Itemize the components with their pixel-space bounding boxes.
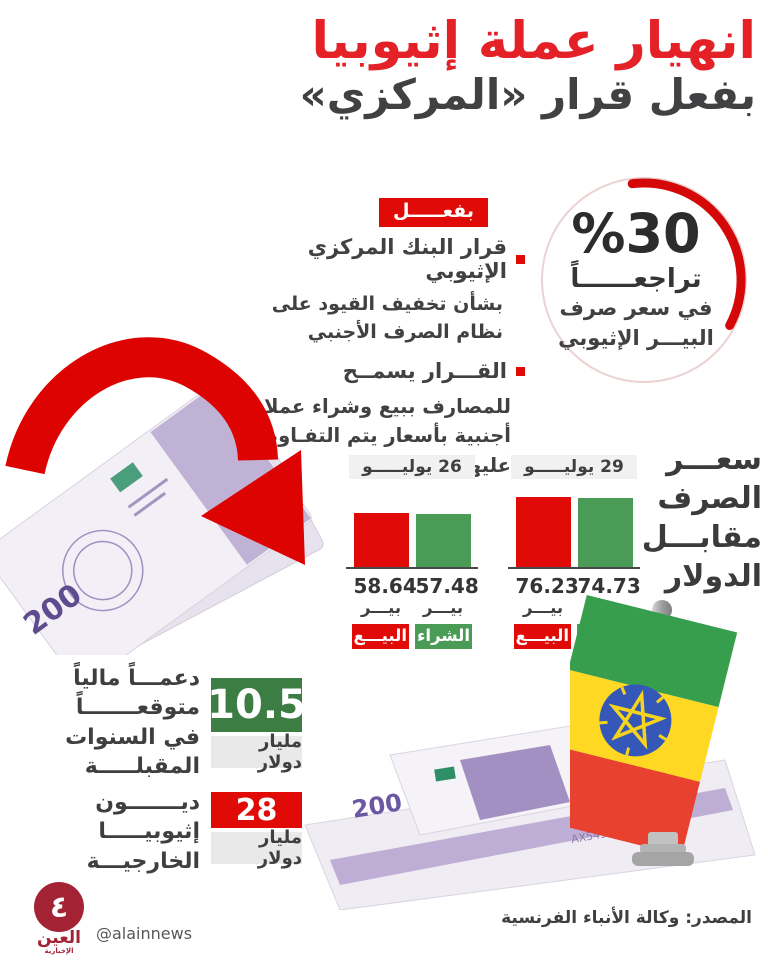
- alain-logo: ٤: [34, 882, 84, 932]
- red-down-arrow-shaft: [5, 337, 278, 475]
- flag-emblem: [599, 684, 672, 757]
- rate-label: الشراء: [415, 624, 472, 649]
- alain-logo-name: العين الإخبارية: [26, 930, 92, 955]
- social-handle: @alainnews: [96, 924, 193, 943]
- chart-title-line: مقابـــل: [641, 520, 762, 555]
- stat-line: إثيوبيـــــا: [98, 819, 200, 845]
- red-down-arrow-head: [201, 450, 305, 565]
- flag-star: [608, 689, 667, 750]
- chart-title-line: سعـــر: [666, 442, 762, 477]
- date-pill: 29 يوليـــــو: [511, 455, 637, 479]
- bars-row: [508, 479, 640, 569]
- stat-line: في السنوات: [65, 724, 200, 750]
- decline-line-1: في سعر صرف: [559, 296, 713, 321]
- flag-base-bottom: [632, 852, 694, 866]
- banknote-hologram: [434, 766, 456, 782]
- rate-value: 57.48: [415, 574, 479, 598]
- rate-label: البيـــع: [352, 624, 409, 649]
- stat-line: دعمـــاً مالياً: [73, 666, 200, 691]
- flag-base-top: [648, 832, 678, 846]
- rate-bar: [353, 513, 409, 567]
- rate-unit: بيـــر: [522, 598, 564, 617]
- support-stat-value: 10.5: [207, 678, 306, 732]
- rate-value: 76.23: [515, 574, 579, 598]
- flag-cloth: [570, 594, 738, 856]
- rate-value: 58.64: [353, 574, 417, 598]
- units-row: بيـــر بيـــر: [346, 598, 478, 617]
- ethiopia-flag-graphic: [570, 594, 738, 866]
- rate-bar: [415, 514, 471, 567]
- decline-stat-circle: %30 تراجعــــــاً في سعر صرف البيـــر ال…: [541, 177, 747, 383]
- debt-stat-value: 28: [211, 792, 302, 828]
- rate-group-26-july: 26 يوليـــــو 58.64 57.48 بيـــر بيـــر ال…: [346, 455, 479, 649]
- reason-bullet-1-title: قرار البنك المركزي الإثيوبي: [307, 235, 507, 283]
- decline-arc: [627, 178, 746, 330]
- rate-value: 74.73: [577, 574, 641, 598]
- stat-line: ديـــــــون: [95, 790, 200, 815]
- flag-star-rays: [599, 686, 667, 756]
- decline-line-2: البيـــر الإثيوبي: [558, 325, 714, 350]
- support-stat-text: دعمـــاً مالياً متوقعـــــــاً في السنوا…: [10, 664, 200, 781]
- stat-line: الخارجيـــة: [86, 848, 200, 874]
- values-row: 58.64 57.48: [346, 569, 479, 598]
- rate-bar: [515, 496, 571, 567]
- alain-logo-subtext: الإخبارية: [44, 947, 74, 955]
- rate-label: البيـــع: [514, 624, 571, 649]
- decline-percent: %30: [571, 202, 701, 266]
- banknote-front: 200: [0, 384, 312, 655]
- decline-word: تراجعــــــاً: [570, 264, 702, 295]
- debt-stat-text: ديـــــــون إثيوبيـــــا الخارجيـــة: [10, 788, 200, 876]
- reason-line: أجنبية بأسعار يتم التفـاوض: [251, 424, 511, 448]
- support-stat-unit: مليار دولار: [211, 731, 302, 773]
- title-line-1: انهيار عملة إثيوبيا: [311, 12, 756, 71]
- rate-unit: بيـــر: [422, 598, 464, 617]
- stat-line: متوقعـــــــاً: [75, 695, 200, 721]
- rate-unit: بيـــر: [360, 598, 402, 617]
- source-credit: المصدر: وكالة الأنباء الفرنسية: [501, 908, 752, 928]
- title-line-2: بفعل قرار «المركزي»: [299, 70, 756, 120]
- alain-logo-glyph: ٤: [49, 889, 69, 925]
- values-row: 76.23 74.73: [508, 569, 641, 598]
- bullet-square-icon: [516, 366, 525, 376]
- reason-line: للمصارف ببيع وشراء عملات: [244, 395, 511, 419]
- circle-outline: [541, 177, 747, 383]
- reason-bullet-1: قرار البنك المركزي الإثيوبي: [225, 235, 525, 283]
- reason-bullet-2: القـــرار يسمــح: [225, 359, 525, 383]
- reason-bullet-1-text: بشأن تخفيف القيود على نظام الصرف الأجنبي: [271, 293, 503, 343]
- bullet-square-icon: [516, 254, 525, 264]
- decline-stat-text: %30 تراجعــــــاً في سعر صرف البيـــر ال…: [533, 177, 739, 383]
- date-pill: 26 يوليـــــو: [349, 455, 475, 479]
- reason-bullet-2-title: القـــرار يسمــح: [342, 359, 507, 384]
- falling-banknote-arrow-graphic: 200: [0, 337, 324, 655]
- debt-stat-unit: مليار دولار: [211, 827, 302, 869]
- stat-line: المقبلـــــة: [84, 753, 200, 779]
- rate-bar: [577, 498, 633, 567]
- alain-logo-text: العين: [36, 928, 82, 948]
- chart-title-line: الصرف: [657, 481, 762, 516]
- banknote-patch: [460, 745, 570, 820]
- bars-row: [346, 479, 478, 569]
- chart-title: سعـــر الصرف مقابـــل الدولار: [642, 440, 762, 596]
- reason-tag: بفعـــــل: [379, 198, 488, 227]
- flag-base-mid: [640, 844, 686, 854]
- chart-title-line: الدولار: [664, 559, 762, 594]
- page-title: انهيار عملة إثيوبيا بفعل قرار «المركزي»: [299, 12, 756, 120]
